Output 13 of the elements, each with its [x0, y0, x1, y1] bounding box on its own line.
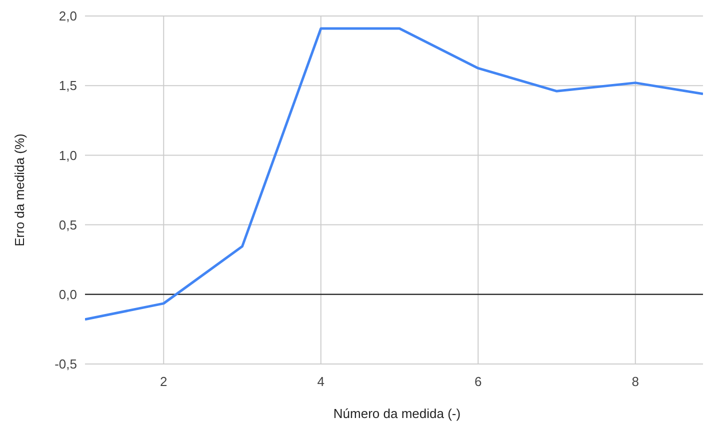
y-tick-label: 2,0 [58, 8, 77, 24]
x-axis-title: Número da medida (-) [333, 406, 461, 421]
y-tick-label: 0,5 [58, 217, 77, 232]
line-series [85, 27, 703, 321]
y-tick-label: 1,5 [58, 78, 77, 94]
x-tick-label: 2 [160, 374, 168, 389]
y-tick-label: -0,5 [54, 356, 77, 372]
y-tick-label: 1,0 [58, 148, 77, 163]
x-tick-label: 8 [632, 374, 639, 389]
x-tick-label: 6 [474, 374, 482, 389]
y-tick-label: 0,0 [58, 286, 77, 302]
x-tick-label: 4 [317, 374, 324, 389]
y-axis-title: Erro da medida (%) [12, 134, 27, 246]
